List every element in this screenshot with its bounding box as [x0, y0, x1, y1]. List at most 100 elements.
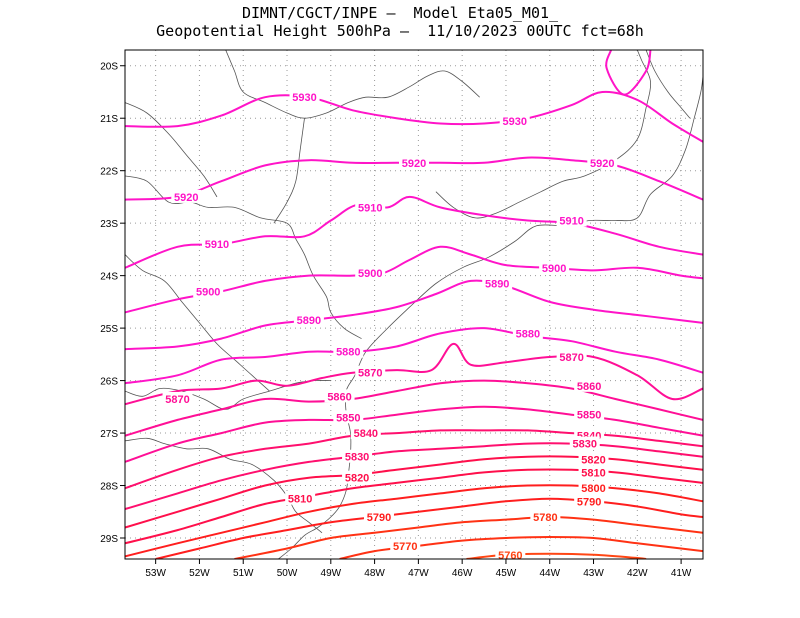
- contour-label: 5820: [581, 454, 605, 466]
- contour-5800: [125, 484, 703, 558]
- contour-label: 5890: [297, 315, 321, 327]
- lat-tick-label: 24S: [100, 272, 118, 283]
- contour-label: 5880: [336, 347, 360, 359]
- lat-tick-label: 28S: [100, 482, 118, 493]
- contour-label-bg: [530, 510, 561, 524]
- lon-tick-label: 48W: [364, 568, 385, 579]
- contour-label-bg: [355, 200, 386, 214]
- lon-tick-label: 46W: [452, 568, 473, 579]
- contour-label-bg: [539, 260, 570, 274]
- contour-label-bg: [574, 494, 605, 508]
- lon-tick-label: 53W: [145, 568, 166, 579]
- contour-label: 5810: [288, 494, 312, 506]
- coastline: [225, 50, 480, 119]
- coastline: [125, 437, 323, 534]
- contour-5930: [605, 50, 652, 96]
- lon-tick-label: 43W: [583, 568, 604, 579]
- contour-label: 5790: [577, 496, 601, 508]
- contour-label-bg: [342, 470, 373, 484]
- lon-tick-label: 52W: [189, 568, 210, 579]
- coastline: [125, 254, 270, 392]
- contour-label-bg: [355, 266, 386, 280]
- contour-label: 5880: [516, 328, 540, 340]
- plot-frame: [124, 49, 704, 560]
- contour-label-bg: [482, 276, 513, 290]
- contour-label-bg: [162, 391, 193, 405]
- contour-label: 5920: [402, 158, 426, 170]
- contour-5880: [125, 327, 703, 385]
- contour-label: 5910: [559, 216, 583, 228]
- contour-label: 5900: [542, 263, 566, 275]
- contour-label: 5830: [345, 452, 369, 464]
- contour-label-bg: [556, 213, 587, 227]
- contour-label: 5760: [498, 550, 522, 562]
- contour-label-bg: [201, 237, 232, 251]
- contour-5860: [125, 379, 703, 437]
- contour-5840: [125, 429, 703, 490]
- contour-label-bg: [569, 436, 600, 450]
- contour-label-bg: [587, 155, 618, 169]
- contour-label-bg: [324, 389, 355, 403]
- contour-label: 5900: [358, 268, 382, 280]
- contour-label-bg: [495, 547, 526, 559]
- coastline: [435, 50, 652, 219]
- contour-label-bg: [342, 449, 373, 463]
- contour-label-bg: [499, 113, 530, 127]
- contour-label-bg: [512, 326, 543, 340]
- lon-tick-label: 41W: [671, 568, 692, 579]
- lon-tick-label: 44W: [539, 568, 560, 579]
- contour-label: 5790: [367, 512, 391, 524]
- contour-5890: [125, 279, 703, 351]
- lat-tick-label: 23S: [100, 219, 118, 230]
- contour-label: 5900: [196, 286, 220, 298]
- coastlines: [125, 50, 703, 559]
- contour-label: 5870: [165, 394, 189, 406]
- contour-label: 5930: [502, 116, 526, 128]
- lat-tick-label: 21S: [100, 114, 118, 125]
- contour-5870: [125, 342, 703, 406]
- contour-label: 5890: [485, 279, 509, 291]
- contour-5900: [125, 245, 703, 314]
- coastline: [645, 50, 691, 119]
- lat-tick-label: 27S: [100, 429, 118, 440]
- contour-5820: [125, 455, 703, 529]
- coastline: [125, 380, 331, 410]
- contour-labels: 5930 5930 5920 5920 5920 5910 5910 5910 5900 5900…: [162, 90, 618, 562]
- lon-axis: 53W 52W 51W 50W 49W 48W 47W 46W 45W 44W 43W 42W 41W: [145, 559, 692, 579]
- contour-label-bg: [171, 189, 202, 203]
- lon-tick-label: 50W: [277, 568, 298, 579]
- contour-label-bg: [578, 465, 609, 479]
- lon-tick-label: 49W: [321, 568, 342, 579]
- lon-tick-label: 51W: [233, 568, 254, 579]
- coastline: [125, 175, 362, 339]
- contour-5910: [125, 195, 703, 269]
- contour-5830: [125, 442, 703, 511]
- lon-tick-label: 47W: [408, 568, 429, 579]
- contour-label: 5910: [205, 239, 229, 251]
- contour-label-bg: [285, 491, 316, 505]
- contour-label: 5930: [292, 92, 316, 104]
- contour-label: 5850: [336, 412, 360, 424]
- contour-label: 5850: [577, 410, 601, 422]
- lat-tick-label: 25S: [100, 324, 118, 335]
- contour-label: 5810: [581, 467, 605, 479]
- contour-label-bg: [574, 407, 605, 421]
- contour-5850: [125, 405, 703, 463]
- contour-label: 5830: [573, 439, 597, 451]
- contour-label-bg: [350, 426, 381, 440]
- contour-label-bg: [556, 349, 587, 363]
- contour-label: 5780: [533, 512, 557, 524]
- contour-label-bg: [390, 538, 421, 552]
- contour-label: 5800: [581, 483, 605, 495]
- contour-label-bg: [293, 313, 324, 327]
- title-line-1: DIMNT/CGCT/INPE – Model Eta05_M01_: [241, 4, 559, 22]
- contour-label-bg: [363, 510, 394, 524]
- contour-label-bg: [333, 344, 364, 358]
- contour-label-bg: [289, 90, 320, 104]
- contour-label: 5860: [327, 391, 351, 403]
- contour-5780: [234, 516, 703, 559]
- contour-label-bg: [399, 155, 429, 169]
- lon-tick-label: 45W: [496, 568, 517, 579]
- contour-label: 5920: [174, 192, 198, 204]
